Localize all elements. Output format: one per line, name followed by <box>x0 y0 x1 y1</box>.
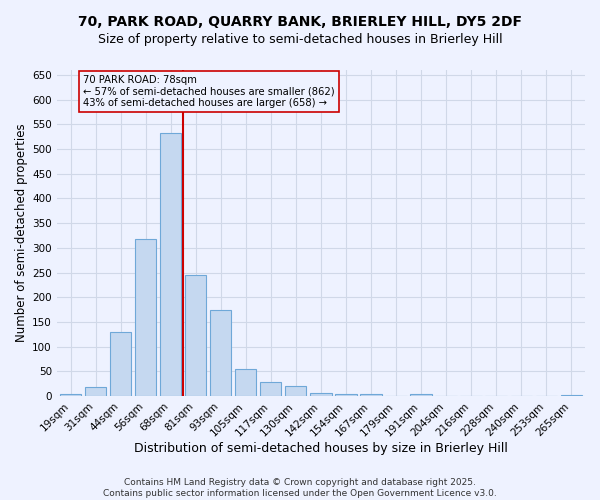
Text: 70 PARK ROAD: 78sqm
← 57% of semi-detached houses are smaller (862)
43% of semi-: 70 PARK ROAD: 78sqm ← 57% of semi-detach… <box>83 75 335 108</box>
Bar <box>560 394 582 396</box>
Bar <box>85 386 106 396</box>
Bar <box>160 133 181 396</box>
Bar <box>310 392 332 396</box>
Bar <box>60 394 81 396</box>
Bar <box>361 394 382 396</box>
Bar <box>285 386 307 396</box>
Bar <box>235 369 256 396</box>
Y-axis label: Number of semi-detached properties: Number of semi-detached properties <box>15 124 28 342</box>
Bar <box>260 382 281 396</box>
Bar <box>210 310 232 396</box>
Bar <box>110 332 131 396</box>
Text: Contains HM Land Registry data © Crown copyright and database right 2025.
Contai: Contains HM Land Registry data © Crown c… <box>103 478 497 498</box>
Text: Size of property relative to semi-detached houses in Brierley Hill: Size of property relative to semi-detach… <box>98 32 502 46</box>
Bar <box>335 394 356 396</box>
Bar <box>410 394 431 396</box>
Text: 70, PARK ROAD, QUARRY BANK, BRIERLEY HILL, DY5 2DF: 70, PARK ROAD, QUARRY BANK, BRIERLEY HIL… <box>78 15 522 29</box>
Bar <box>135 239 156 396</box>
Bar <box>185 275 206 396</box>
X-axis label: Distribution of semi-detached houses by size in Brierley Hill: Distribution of semi-detached houses by … <box>134 442 508 455</box>
